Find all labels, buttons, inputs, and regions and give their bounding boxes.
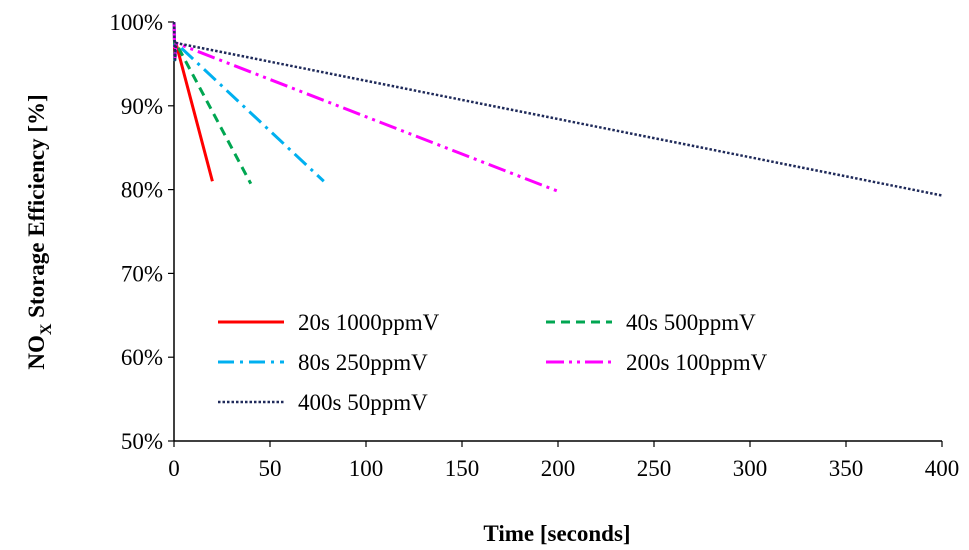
y-tick-label: 60% [121, 345, 163, 370]
legend-label-2: 40s 500ppmV [626, 310, 756, 335]
x-tick-label: 400 [925, 456, 960, 481]
y-tick-label: 90% [121, 94, 163, 119]
x-axis-ticks: 0 50 100 150 200 250 300 350 400 [168, 441, 959, 481]
series-lines [172, 21, 943, 197]
legend-label-4: 200s 100ppmV [626, 350, 768, 375]
x-axis-title: Time [seconds] [483, 521, 630, 546]
x-tick-label: 250 [637, 456, 672, 481]
y-tick-label: 50% [121, 429, 163, 454]
y-axis-title-rest: Storage Efficiency [%] [24, 94, 49, 323]
y-tick-label: 70% [121, 261, 163, 286]
y-axis-title-subscript: X [38, 323, 55, 335]
plot-area [173, 22, 942, 442]
series-line-5 [172, 21, 943, 197]
y-axis-title-main: NO [24, 335, 49, 370]
x-tick-label: 100 [349, 456, 384, 481]
x-tick-label: 300 [733, 456, 768, 481]
legend-label-3: 80s 250ppmV [298, 350, 428, 375]
x-tick-label: 0 [168, 456, 180, 481]
legend-label-1: 20s 1000ppmV [298, 310, 440, 335]
x-tick-label: 350 [829, 456, 864, 481]
x-tick-label: 50 [259, 456, 282, 481]
legend: 20s 1000ppmV 40s 500ppmV 80s 250ppmV 200s 1… [218, 310, 768, 415]
x-tick-label: 200 [541, 456, 576, 481]
series-line-3 [172, 21, 325, 183]
legend-label-5: 400s 50ppmV [298, 390, 428, 415]
y-axis-title: NOX Storage Efficiency [%] [24, 94, 55, 369]
series-line-4 [172, 21, 559, 193]
x-tick-label: 150 [445, 456, 480, 481]
y-axis-ticks: 50% 60% 70% 80% 90% 100% [109, 10, 174, 454]
y-tick-label: 100% [109, 10, 163, 35]
y-tick-label: 80% [121, 178, 163, 203]
